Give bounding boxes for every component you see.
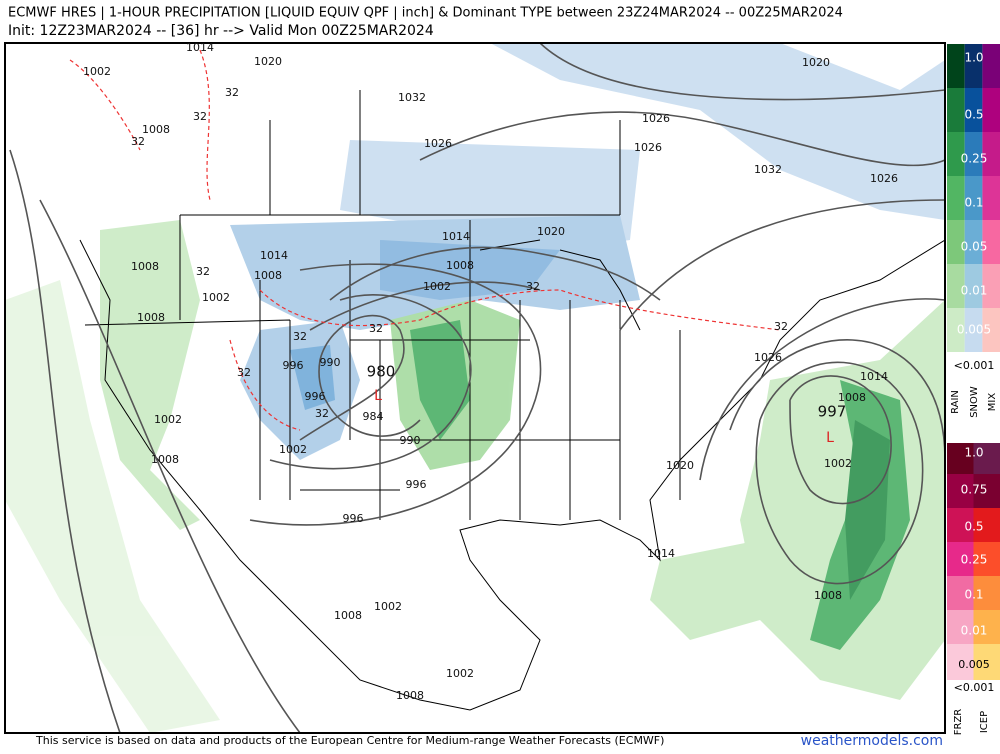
isobar-label: 1026 (870, 172, 898, 185)
legend-type: FRZR (953, 709, 964, 736)
isobar-label: 1002 (824, 457, 852, 470)
isobar-label: 1014 (860, 370, 888, 383)
legend-swatch (947, 44, 965, 88)
legend-label: 0.005 (958, 658, 990, 671)
legend-type: ICEP (979, 711, 990, 733)
freezing-label: 32 (131, 135, 145, 148)
freezing-label: 32 (196, 265, 210, 278)
isobar-label: 1002 (423, 280, 451, 293)
freezing-label: 32 (293, 330, 307, 343)
legend-label: 0.25 (961, 553, 988, 567)
legend-swatch (947, 88, 965, 132)
isobar-label: 1008 (396, 689, 424, 702)
legend-label: 0.05 (961, 240, 988, 254)
isobar-label: 990 (320, 356, 341, 369)
isobar-label: 1020 (537, 225, 565, 238)
isobar-label: 1014 (186, 41, 214, 54)
map (5, 43, 945, 733)
legend-swatch (982, 88, 1000, 132)
legend-swatch (982, 44, 1000, 88)
isobar-label: 1014 (442, 230, 470, 243)
isobar-label: 996 (343, 512, 364, 525)
title-line1: ECMWF HRES | 1-HOUR PRECIPITATION [LIQUI… (8, 6, 843, 21)
title-line2: Init: 12Z23MAR2024 -- [36] hr --> Valid … (8, 23, 434, 39)
legend-label: 0.01 (961, 624, 988, 638)
isobar-label: 1002 (374, 600, 402, 613)
freezing-label: 32 (225, 86, 239, 99)
legend-label: 0.5 (964, 108, 983, 122)
legend-label: <0.001 (954, 359, 995, 372)
isobar-label: 996 (305, 390, 326, 403)
legend-swatch (982, 176, 1000, 220)
legend-type: RAIN (950, 390, 961, 414)
isobar-label: 1002 (446, 667, 474, 680)
low-pressure: 980 (367, 363, 396, 381)
legend-label: 0.01 (961, 284, 988, 298)
isobar-label: 1008 (142, 123, 170, 136)
isobar-label: 1020 (802, 56, 830, 69)
legend-label: 1.0 (964, 51, 983, 65)
legend-label: 0.1 (964, 588, 983, 602)
isobar-label: 1014 (260, 249, 288, 262)
freezing-label: 32 (193, 110, 207, 123)
isobar-label: 1008 (137, 311, 165, 324)
footer-credit: This service is based on data and produc… (35, 734, 664, 747)
isobar-label: 1032 (754, 163, 782, 176)
low-marker: L (374, 388, 382, 404)
isobar-label: 1008 (814, 589, 842, 602)
isobar-label: 1026 (634, 141, 662, 154)
isobar-label: 1020 (254, 55, 282, 68)
footer-site[interactable]: weathermodels.com (801, 733, 943, 749)
isobar-label: 1002 (154, 413, 182, 426)
legend-type: MIX (987, 393, 998, 412)
freezing-label: 32 (774, 320, 788, 333)
isobar-label: 1008 (131, 260, 159, 273)
isobar-label: 984 (363, 410, 384, 423)
isobar-label: 1026 (642, 112, 670, 125)
isobar-label: 1014 (647, 547, 675, 560)
isobar-label: 1008 (151, 453, 179, 466)
legend-label: 1.0 (964, 446, 983, 460)
freezing-label: 32 (315, 407, 329, 420)
isobar-label: 1020 (666, 459, 694, 472)
isobar-label: 1008 (334, 609, 362, 622)
low-pressure: 997 (818, 403, 847, 421)
isobar-label: 996 (283, 359, 304, 372)
legend-label: 0.5 (964, 520, 983, 534)
isobar-label: 996 (406, 478, 427, 491)
legend-label: <0.001 (954, 681, 995, 694)
freezing-label: 32 (237, 366, 251, 379)
legend-label: 0.1 (964, 196, 983, 210)
isobar-label: 1002 (202, 291, 230, 304)
legend-label: 0.75 (961, 483, 988, 497)
legend-swatch (947, 176, 965, 220)
isobar-label: 1026 (424, 137, 452, 150)
isobar-label: 1026 (754, 351, 782, 364)
isobar-label: 1002 (83, 65, 111, 78)
isobar-label: 1032 (398, 91, 426, 104)
legend-label: 0.25 (961, 152, 988, 166)
freezing-label: 32 (526, 280, 540, 293)
freezing-label: 32 (369, 322, 383, 335)
low-marker: L (826, 430, 834, 446)
isobar-label: 1008 (446, 259, 474, 272)
isobar-label: 990 (400, 434, 421, 447)
isobar-label: 1002 (279, 443, 307, 456)
legend-label: 0.005 (957, 323, 991, 337)
legend-type: SNOW (969, 386, 980, 418)
isobar-label: 1008 (254, 269, 282, 282)
